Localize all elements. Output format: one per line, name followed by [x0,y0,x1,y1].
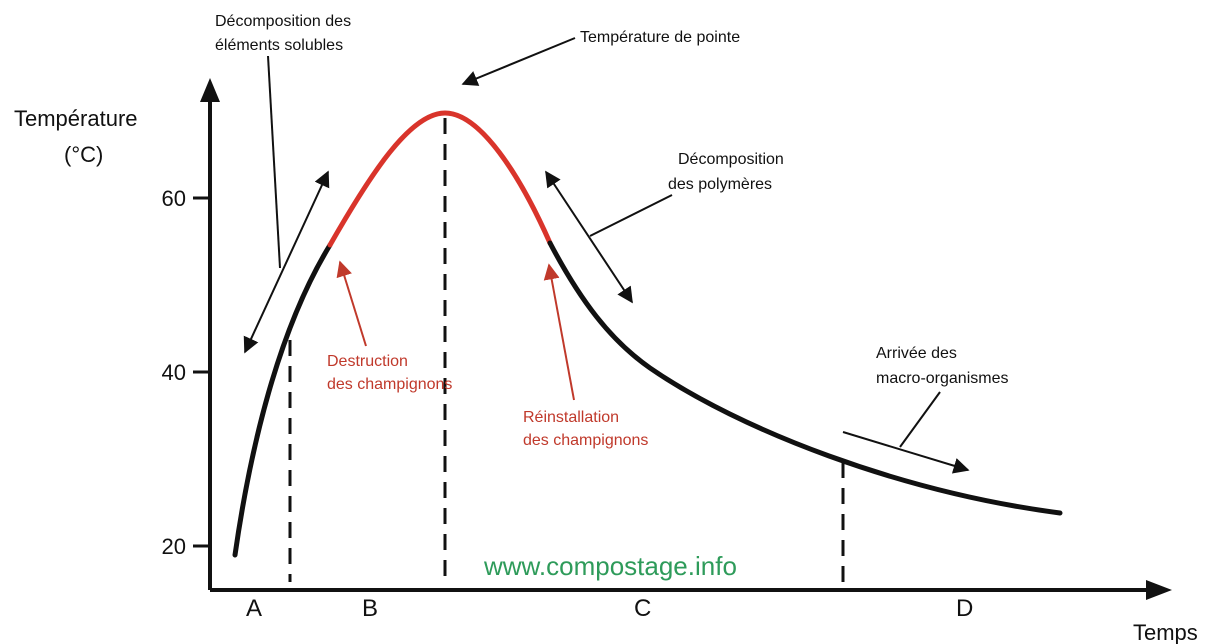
arrow [336,260,367,347]
double-arrow [545,170,633,304]
y-label: Température [14,106,138,131]
phase-label: C [634,595,651,622]
annotation: éléments solubles [215,37,343,54]
phase-label: D [956,595,973,622]
arrow [543,263,575,401]
arrow [461,37,576,86]
arrow [842,431,970,474]
phase-label: A [246,595,262,622]
annotation: Réinstallation [523,409,619,426]
annotation: des polymères [668,176,772,193]
annotation: des champignons [327,376,452,393]
annotation: Décomposition des [215,13,351,30]
y-label: (°C) [64,142,103,167]
phase-dividers [288,118,845,582]
x-arrow [1146,580,1172,600]
double-arrow [243,170,330,354]
y-tick: 60 [162,186,186,211]
y-tick: 40 [162,360,186,385]
temperature-curve [232,110,1063,558]
phase-label: B [362,595,378,622]
annotation: Température de pointe [580,29,740,46]
y-tick: 20 [162,534,186,559]
leader [899,391,941,448]
y-arrow [200,78,220,102]
annotation: des champignons [523,432,648,449]
leader [589,194,673,237]
leader [267,55,281,269]
x-label: Temps [1133,620,1198,644]
annotation: Décomposition [678,151,784,168]
annotation: Destruction [327,353,408,370]
axes [208,100,1150,592]
ticks [193,196,210,548]
watermark: www.compostage.info [483,551,737,581]
annotation: Arrivée des [876,345,957,362]
annotation: macro-organismes [876,370,1008,387]
